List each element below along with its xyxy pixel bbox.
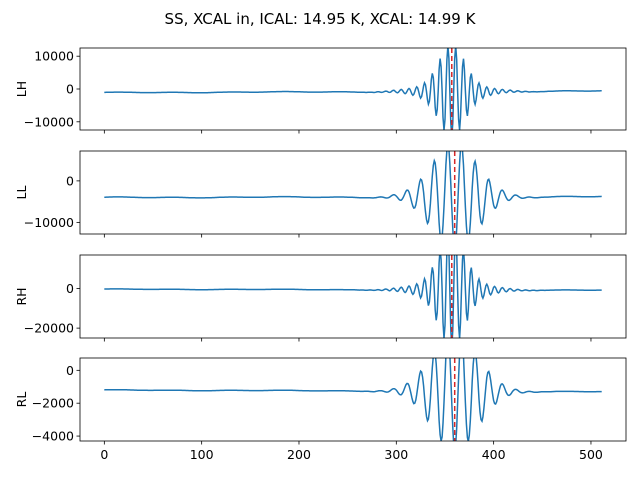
- y-axis-label: RL: [14, 392, 29, 408]
- y-axis-label: RH: [14, 287, 29, 305]
- y-tick-label: −2000: [32, 396, 74, 411]
- subplot-rl: 0 −2000 −4000 0 100 200 300 400 500 RL: [14, 357, 627, 462]
- y-tick-label: 0: [66, 363, 74, 378]
- axes-frame: [79, 357, 627, 442]
- series-line: [104, 151, 602, 234]
- subplot-lh: 10000 0 −10000 LH: [14, 47, 627, 134]
- subplot-ll: 0 −10000 LL: [14, 150, 627, 238]
- y-tick-label: −20000: [24, 321, 74, 336]
- subplot-rh: 0 −20000 RH: [14, 254, 627, 342]
- axes-frame: [79, 150, 627, 235]
- x-tick-label: 500: [579, 447, 603, 462]
- series-line: [104, 255, 602, 338]
- x-tick-label: 200: [287, 447, 311, 462]
- x-tick-label: 400: [482, 447, 506, 462]
- y-tick-label: −4000: [32, 429, 74, 444]
- y-axis-label: LH: [14, 81, 29, 97]
- y-tick-label: 0: [66, 82, 74, 97]
- y-tick-label: 0: [66, 173, 74, 188]
- axes-frame: [79, 254, 627, 339]
- series-line: [104, 48, 602, 130]
- y-tick-label: −10000: [24, 114, 74, 129]
- axes-frame: [79, 47, 627, 131]
- y-tick-label: 10000: [34, 49, 74, 64]
- x-tick-label: 300: [384, 447, 408, 462]
- y-tick-label: 0: [66, 281, 74, 296]
- subplot-stack: 10000 0 −10000 LH 0 −10000 LL 0 −20000 RH 0 −2000 −4…: [14, 47, 627, 462]
- x-tick-label: 100: [190, 447, 214, 462]
- figure-title: SS, XCAL in, ICAL: 14.95 K, XCAL: 14.99 …: [165, 10, 477, 28]
- series-line: [104, 358, 602, 441]
- y-axis-label: LL: [14, 186, 29, 200]
- x-tick-label: 0: [100, 447, 108, 462]
- y-tick-label: −10000: [24, 215, 74, 230]
